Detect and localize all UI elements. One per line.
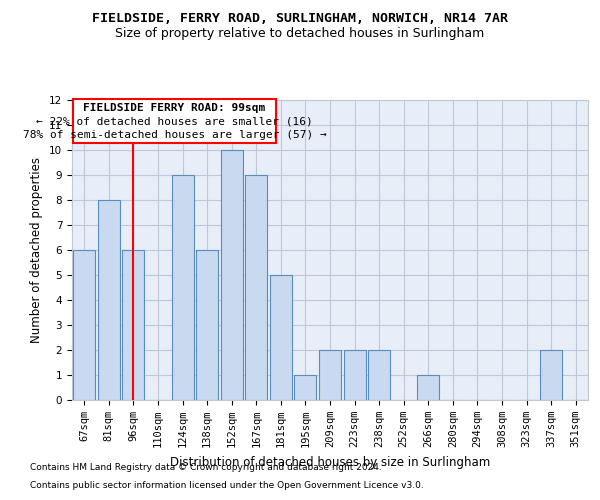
- X-axis label: Distribution of detached houses by size in Surlingham: Distribution of detached houses by size …: [170, 456, 490, 468]
- Text: Contains HM Land Registry data © Crown copyright and database right 2024.: Contains HM Land Registry data © Crown c…: [30, 464, 382, 472]
- Bar: [98, 200, 120, 400]
- Bar: [540, 350, 562, 400]
- Bar: [368, 350, 390, 400]
- FancyBboxPatch shape: [73, 99, 276, 142]
- Bar: [344, 350, 365, 400]
- Text: FIELDSIDE, FERRY ROAD, SURLINGHAM, NORWICH, NR14 7AR: FIELDSIDE, FERRY ROAD, SURLINGHAM, NORWI…: [92, 12, 508, 26]
- Bar: [319, 350, 341, 400]
- Bar: [172, 175, 194, 400]
- Bar: [417, 375, 439, 400]
- Y-axis label: Number of detached properties: Number of detached properties: [31, 157, 43, 343]
- Bar: [295, 375, 316, 400]
- Bar: [196, 250, 218, 400]
- Bar: [245, 175, 268, 400]
- Text: FIELDSIDE FERRY ROAD: 99sqm: FIELDSIDE FERRY ROAD: 99sqm: [83, 104, 266, 114]
- Bar: [122, 250, 145, 400]
- Bar: [221, 150, 243, 400]
- Text: Size of property relative to detached houses in Surlingham: Size of property relative to detached ho…: [115, 28, 485, 40]
- Bar: [73, 250, 95, 400]
- Text: 78% of semi-detached houses are larger (57) →: 78% of semi-detached houses are larger (…: [23, 130, 326, 140]
- Text: Contains public sector information licensed under the Open Government Licence v3: Contains public sector information licen…: [30, 481, 424, 490]
- Text: ← 22% of detached houses are smaller (16): ← 22% of detached houses are smaller (16…: [36, 116, 313, 126]
- Bar: [270, 275, 292, 400]
